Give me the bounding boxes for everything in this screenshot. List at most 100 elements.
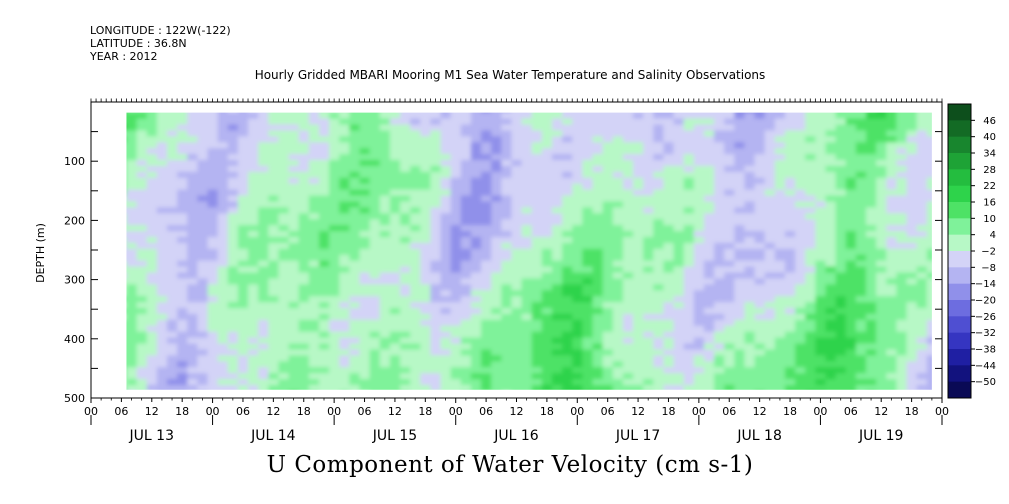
field-cell — [177, 308, 188, 315]
field-cell — [866, 308, 877, 315]
field-cell — [906, 142, 918, 149]
field-cell — [217, 130, 229, 137]
field-cell — [876, 148, 887, 155]
field-cell — [653, 284, 664, 291]
field-cell — [795, 248, 806, 256]
field-cell — [825, 343, 837, 351]
field-cell — [460, 349, 472, 356]
field-cell — [592, 201, 604, 208]
field-cell — [501, 349, 513, 356]
field-cell — [389, 213, 401, 220]
field-cell — [318, 242, 330, 250]
field-cell — [420, 313, 431, 321]
colorbar-swatch — [948, 316, 971, 334]
field-cell — [926, 124, 932, 132]
field-cell — [440, 266, 452, 274]
field-cell — [693, 266, 705, 274]
field-cell — [521, 160, 533, 167]
field-cells — [126, 112, 932, 398]
field-cell — [734, 290, 746, 297]
field-cell — [612, 242, 624, 250]
field-cell — [795, 361, 806, 368]
field-cell — [126, 367, 128, 374]
field-cell — [541, 302, 553, 309]
field-cell — [288, 177, 300, 185]
field-cell — [329, 183, 340, 191]
field-cell — [359, 266, 371, 274]
field-cell — [693, 242, 705, 250]
field-cell — [217, 195, 229, 203]
field-cell — [795, 177, 806, 185]
field-cell — [805, 355, 816, 362]
field-cell — [389, 124, 401, 132]
field-cell — [541, 290, 553, 297]
field-cell — [926, 284, 932, 291]
field-cell — [653, 367, 664, 374]
field-cell — [399, 361, 411, 368]
field-cell — [916, 254, 928, 262]
field-cell — [318, 136, 330, 143]
field-cell — [572, 260, 583, 268]
field-cell — [876, 112, 887, 120]
field-cell — [866, 165, 877, 173]
x-tick-label: 18 — [175, 405, 189, 418]
field-cell — [258, 136, 269, 143]
field-cell — [248, 201, 259, 208]
field-cell — [389, 231, 401, 238]
field-cell — [703, 290, 715, 297]
field-cell — [835, 118, 847, 126]
field-cell — [805, 183, 816, 191]
field-cell — [410, 272, 421, 280]
field-cell — [835, 219, 847, 226]
field-cell — [207, 349, 219, 356]
field-cell — [309, 391, 320, 398]
field-cell — [633, 290, 644, 297]
field-cell — [653, 219, 664, 226]
field-cell — [724, 213, 735, 220]
field-cell — [511, 171, 523, 179]
field-cell — [481, 313, 492, 321]
field-cell — [835, 130, 847, 137]
field-cell — [764, 112, 776, 120]
field-cell — [703, 112, 715, 120]
field-cell — [673, 165, 685, 173]
colorbar-swatch — [948, 185, 971, 203]
field-cell — [744, 384, 756, 390]
field-cell — [156, 290, 168, 297]
field-cell — [298, 349, 310, 356]
field-cell — [622, 319, 634, 327]
field-cell — [420, 391, 431, 398]
field-cell — [643, 177, 654, 185]
field-cell — [177, 391, 188, 398]
field-cell — [278, 219, 290, 226]
field-cell — [916, 266, 928, 274]
field-cell — [166, 160, 178, 167]
field-cell — [136, 171, 148, 179]
field-cell — [450, 379, 462, 386]
field-cell — [299, 391, 310, 398]
field-cell — [845, 319, 857, 327]
field-cell — [784, 308, 796, 315]
field-cell — [329, 296, 340, 303]
field-cell — [683, 112, 695, 120]
field-cell — [329, 242, 340, 250]
field-cell — [622, 367, 634, 374]
field-cell — [369, 308, 381, 315]
field-cell — [379, 177, 391, 185]
field-cell — [521, 284, 533, 291]
field-cell — [440, 201, 452, 208]
field-cell — [724, 337, 735, 345]
field-cell — [774, 337, 786, 345]
field-cell — [795, 236, 806, 244]
field-cell — [511, 254, 523, 262]
field-cell — [795, 331, 806, 339]
field-cell — [906, 260, 918, 268]
field-cell — [714, 148, 725, 155]
field-cell — [744, 260, 756, 268]
field-cell — [876, 165, 887, 173]
field-cell — [187, 296, 198, 303]
field-cell — [197, 254, 209, 262]
field-cell — [136, 325, 148, 333]
field-cell — [825, 272, 837, 280]
field-cell — [562, 177, 573, 185]
